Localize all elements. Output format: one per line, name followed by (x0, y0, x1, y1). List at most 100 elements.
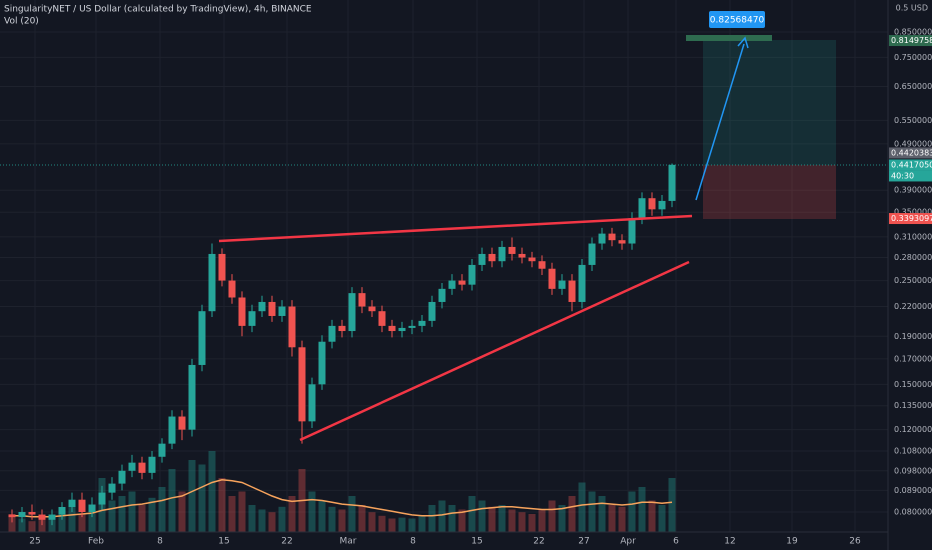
candle-body (388, 325, 396, 332)
volume-bar (168, 469, 176, 532)
candle-body (318, 341, 326, 385)
x-tick-label: 22 (533, 537, 544, 547)
y-tick-label: 0.35000000 (894, 208, 932, 217)
support-line (299, 260, 690, 442)
volume-bar (108, 500, 116, 532)
candle-body (578, 264, 586, 302)
indicator-title: Vol (20) (4, 17, 39, 27)
volume-bar (638, 487, 646, 532)
volume-bar (628, 491, 636, 532)
callout-text: 0.82568470 (710, 16, 765, 26)
volume-bar (538, 509, 546, 532)
candle-body (548, 268, 556, 289)
axis-unit: 0.5 USD (896, 4, 928, 13)
volume-bar (518, 512, 526, 532)
volume-bar (258, 509, 266, 532)
candle-body (518, 253, 526, 258)
candle-body (218, 253, 226, 281)
candle-body (488, 253, 496, 262)
volume-bar (278, 506, 286, 532)
candle-body (528, 257, 536, 262)
y-tick-label: 0.08000000 (894, 508, 932, 517)
volume-bar (128, 491, 136, 532)
y-tick-label: 0.09800000 (894, 466, 932, 475)
candle-body (368, 306, 376, 312)
candle-body (398, 327, 406, 332)
x-tick-label: 8 (157, 537, 163, 547)
volume-bar (398, 517, 406, 532)
candle-body (28, 512, 36, 515)
candle-body (358, 293, 366, 307)
candle-body (338, 325, 346, 332)
volume-bar (598, 496, 606, 532)
volume-bar (458, 509, 466, 532)
y-tick-label: 0.28000000 (894, 253, 932, 262)
volume-bar (618, 506, 626, 532)
volume-bar (498, 505, 506, 532)
volume-bar (648, 500, 656, 532)
volume-bar (318, 500, 326, 532)
y-tick-label: 0.31000000 (894, 232, 932, 241)
y-tick-label: 0.12000000 (894, 425, 932, 434)
candle-body (668, 164, 676, 201)
x-tick-label: 25 (29, 537, 40, 547)
candle-body (158, 443, 166, 457)
volume-bar (488, 506, 496, 532)
candle-body (608, 233, 616, 241)
y-tick-label: 0.15000000 (894, 380, 932, 389)
profit-zone (703, 40, 836, 165)
candle-body (138, 462, 146, 473)
y-tick-label: 0.22000000 (894, 302, 932, 311)
grid (0, 0, 888, 532)
candle-body (128, 462, 136, 471)
x-tick-label: Feb (88, 537, 104, 547)
y-tick-label: 0.49000000 (894, 139, 932, 148)
price-label-box (889, 147, 932, 159)
candle-body (48, 514, 56, 520)
candle-body (288, 306, 296, 348)
candle-body (268, 301, 276, 316)
x-tick-label: 12 (724, 537, 735, 547)
volume-bar (78, 514, 86, 532)
volume-ma-line (12, 479, 673, 518)
candle-body (478, 253, 486, 265)
candle-body (618, 240, 626, 244)
volume-bar (358, 505, 366, 532)
candle-body (568, 280, 576, 302)
candle-body (18, 512, 26, 518)
y-tick-label: 0.10800000 (894, 447, 932, 456)
volume-bar (468, 496, 476, 532)
x-tick-label: Mar (340, 537, 357, 547)
volume-bar (578, 482, 586, 532)
candles (8, 163, 676, 526)
y-tick-label: 0.39000000 (894, 186, 932, 195)
price-label-box (889, 35, 932, 47)
candle-body (248, 311, 256, 326)
candle-body (78, 499, 86, 513)
volume-bar (68, 505, 76, 532)
candle-body (558, 280, 566, 289)
volume-bar (238, 491, 246, 532)
volume-bar (208, 451, 216, 532)
candle-body (238, 297, 246, 326)
arrow-head (737, 36, 749, 49)
candle-body (378, 311, 386, 326)
volume-bar (178, 491, 186, 532)
candle-body (658, 200, 666, 210)
volume-bar (218, 478, 226, 532)
y-tick-label: 0.19000000 (894, 332, 932, 341)
volume-bar (28, 521, 36, 532)
candle-body (538, 261, 546, 269)
y-tick-label: 0.17000000 (894, 354, 932, 363)
candle-body (468, 264, 476, 285)
x-tick-label: 26 (849, 537, 861, 547)
candle-body (438, 288, 446, 302)
volume-bar (388, 518, 396, 532)
x-tick-label: 6 (673, 537, 679, 547)
candle-body (278, 306, 286, 316)
candle-body (348, 293, 356, 332)
candle-body (298, 347, 306, 422)
volume-bar (378, 515, 386, 532)
x-tick-label: 19 (786, 537, 798, 547)
chart-title: SingularityNET / US Dollar (calculated b… (4, 5, 312, 15)
